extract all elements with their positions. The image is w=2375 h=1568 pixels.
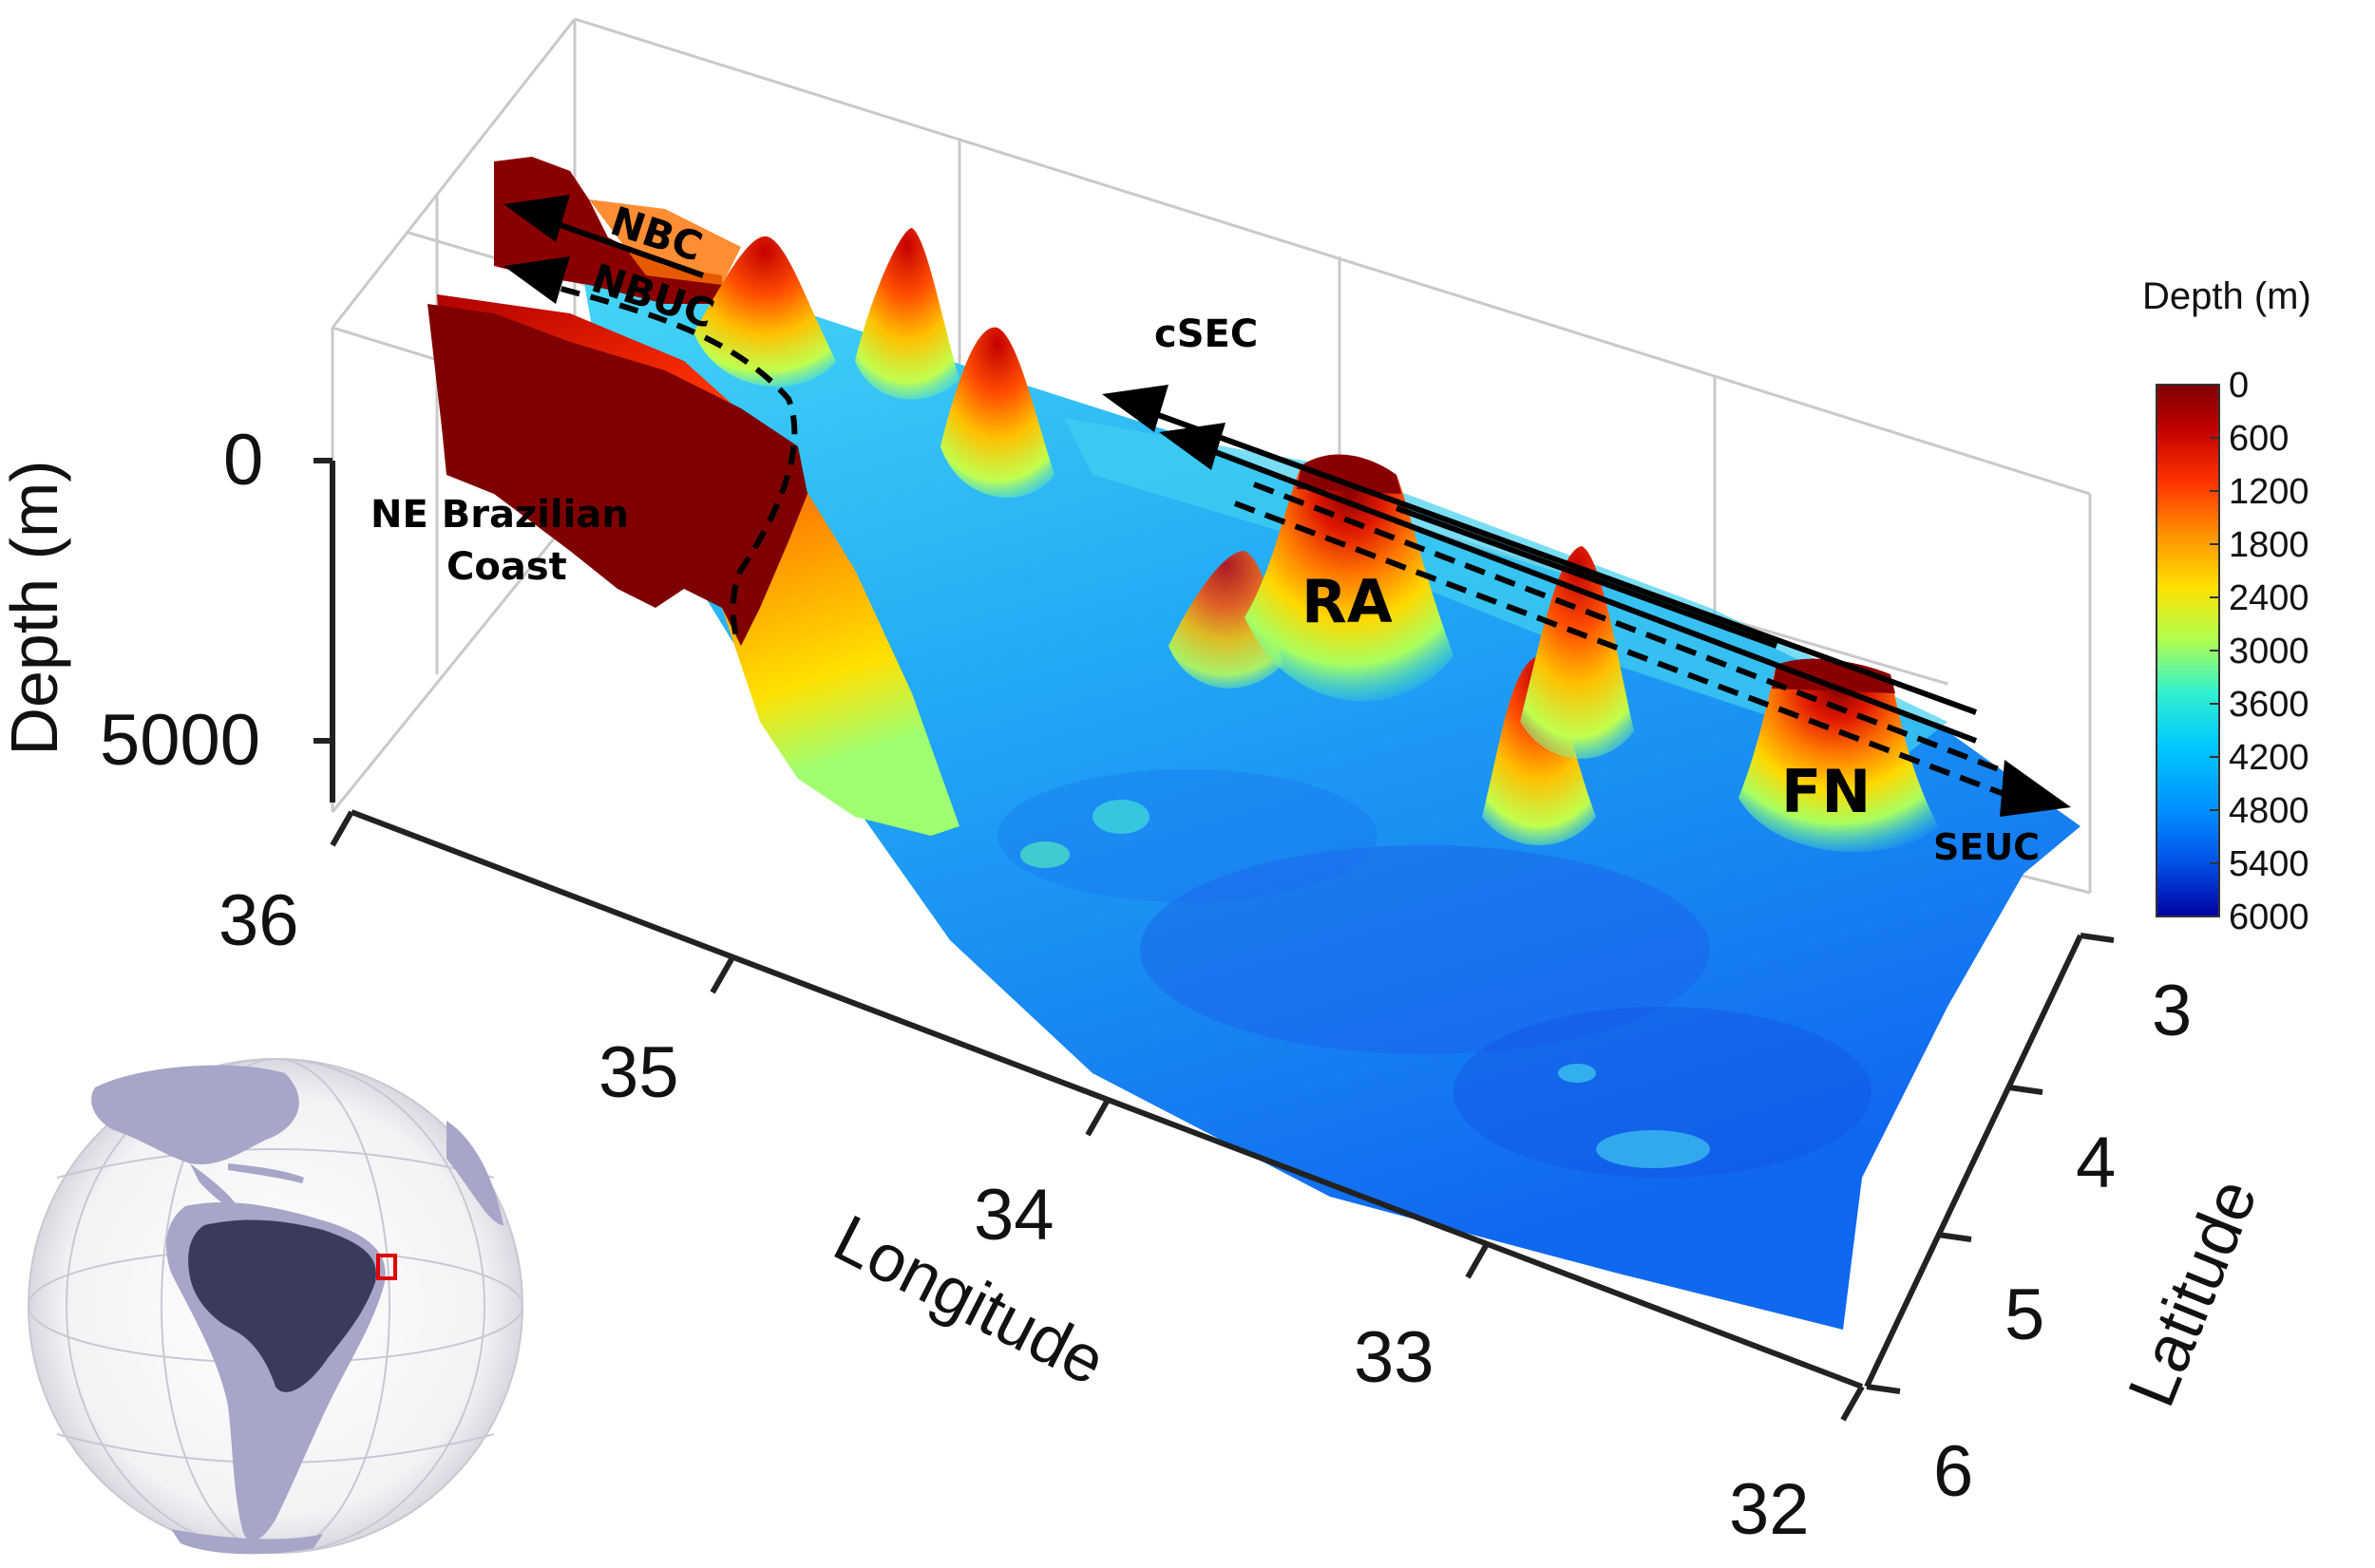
colorbar-ramp — [2156, 384, 2220, 917]
seamount-1 — [694, 236, 836, 387]
brazil — [188, 1219, 376, 1392]
seamount-fn-top — [1772, 658, 1895, 693]
label-seuc: SEUC — [1933, 826, 2040, 868]
label-ra: RA — [1302, 567, 1393, 636]
label-coast-line-1: NE Brazilian — [370, 493, 629, 537]
lat-tick-6: 6 — [1933, 1431, 1973, 1512]
nbuc-arrowhead — [504, 256, 570, 304]
colorbar-tick-label: 3000 — [2229, 632, 2309, 671]
shallow-ridge — [1064, 418, 1948, 760]
csec-arrowhead-2 — [1159, 423, 1226, 470]
colorbar-tick-label: 4800 — [2229, 791, 2309, 831]
colorbar-tick-label: 3600 — [2229, 685, 2309, 725]
abyssal-patch — [998, 769, 1378, 902]
sea-floor — [580, 256, 2080, 1330]
colorbar-tick-label: 2400 — [2229, 578, 2309, 618]
csec-line-1 — [1138, 406, 1978, 715]
seamount-3 — [940, 327, 1054, 498]
nbuc-arrow-line — [531, 277, 798, 637]
headland-slope — [589, 199, 741, 285]
seuc-line-2 — [1233, 501, 2016, 801]
seamount-ra — [1244, 455, 1454, 702]
depth-axis — [314, 458, 335, 803]
nbc-arrow-line — [541, 216, 704, 278]
floor-bump — [1558, 1064, 1596, 1083]
lon-tick-32: 32 — [1729, 1469, 1810, 1550]
depth-tick-5000: 5000 — [100, 700, 260, 781]
lon-tick-36: 36 — [218, 880, 299, 961]
lat-tick-3: 3 — [2152, 971, 2192, 1051]
colorbar-title: Depth (m) — [2142, 275, 2311, 317]
floor-bump — [1020, 841, 1070, 868]
arrow-heads — [504, 195, 2071, 817]
abyssal-patch — [1140, 845, 1710, 1054]
depth-axis-label: Depth (m) — [0, 460, 71, 755]
colorbar: Depth (m) 0 600 1200 1800 2400 3000 3600 4200 48… — [2142, 275, 2311, 937]
lat-tick-4: 4 — [2076, 1123, 2116, 1203]
csec-line-3 — [1395, 505, 1778, 649]
abyssal-patch — [1454, 1007, 1872, 1178]
latitude-axis-label: Latitude — [2114, 1169, 2271, 1416]
colorbar-tick-label: 0 — [2229, 366, 2249, 406]
colorbar-tick-label: 5400 — [2229, 844, 2309, 884]
csec-arrowhead — [1102, 385, 1168, 432]
current-arrows — [531, 216, 2025, 801]
longitude-axis — [330, 809, 1865, 1422]
seamount-5 — [1482, 655, 1596, 845]
caribbean — [228, 1163, 304, 1183]
study-area-marker — [376, 1254, 397, 1280]
seamount-ra-top — [1297, 454, 1401, 494]
bathymetry-surface — [428, 157, 2080, 1330]
colorbar-tick-label: 1800 — [2229, 525, 2309, 565]
seamount-4 — [1168, 551, 1282, 689]
lat-tick-5: 5 — [2004, 1275, 2044, 1355]
coastal-shelf — [428, 304, 808, 646]
colorbar-tick-label: 600 — [2229, 419, 2289, 459]
floor-bump — [1092, 800, 1150, 834]
seamount-6 — [1520, 546, 1634, 759]
latitude-axis — [1864, 933, 2115, 1394]
depth-tick-0: 0 — [223, 420, 263, 501]
csec-line-2 — [1186, 439, 1978, 744]
label-csec: cSEC — [1154, 312, 1258, 356]
colorbar-tick-label: 4200 — [2229, 738, 2309, 778]
nbc-arrowhead — [504, 195, 570, 242]
colorbar-tick-label: 6000 — [2229, 897, 2309, 937]
seuc-line-1 — [1252, 482, 2025, 782]
lon-tick-35: 35 — [598, 1032, 679, 1113]
floor-bump — [1596, 1130, 1710, 1168]
antarctica-edge — [171, 1529, 323, 1555]
central-america — [190, 1163, 238, 1207]
label-fn: FN — [1781, 757, 1871, 826]
lon-tick-33: 33 — [1354, 1317, 1434, 1398]
lon-tick-34: 34 — [974, 1175, 1054, 1256]
globe-inset — [28, 1058, 523, 1555]
colorbar-tick-label: 1200 — [2229, 472, 2309, 512]
seamount-2 — [855, 228, 960, 400]
longitude-axis-label: Longitude — [823, 1200, 1116, 1399]
seuc-arrowhead — [2000, 760, 2071, 817]
north-america — [91, 1065, 299, 1164]
label-coast-line-2: Coast — [446, 545, 567, 589]
colorbar-ticks: 0 600 1200 1800 2400 3000 3600 4200 4800 5400 6000 — [2210, 366, 2309, 937]
africa-edge — [446, 1121, 504, 1225]
